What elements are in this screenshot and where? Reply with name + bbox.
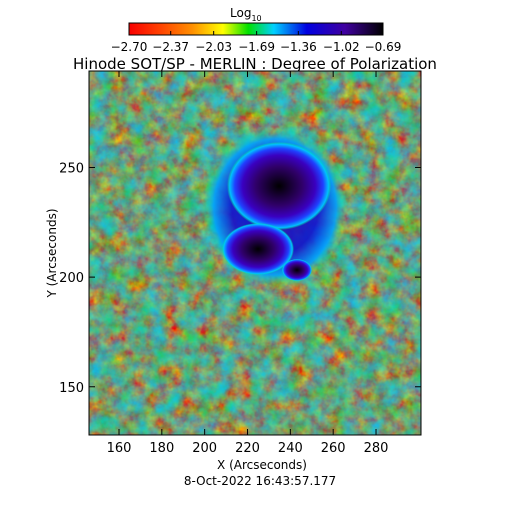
colorbar-tick-label: −2.37 (152, 40, 189, 54)
y-axis: 150 200 250 (59, 161, 421, 396)
y-tick-label: 250 (59, 161, 84, 176)
colorbar-tick-label: −2.70 (111, 40, 148, 54)
y-axis-label: Y (Arcseconds) (45, 208, 59, 298)
x-axis-label: X (Arcseconds) (217, 458, 307, 472)
y-tick-label: 150 (59, 381, 84, 396)
pore (282, 259, 312, 281)
colorbar-tick-label: −1.69 (238, 40, 275, 54)
timestamp: 8-Oct-2022 16:43:57.177 (184, 474, 336, 488)
colorbar (128, 22, 384, 36)
umbra-north (227, 142, 331, 230)
colorbar-title: Log10 (230, 6, 262, 23)
colorbar-tick-label: −1.02 (323, 40, 360, 54)
x-tick-label: 160 (107, 441, 132, 456)
chart-title: Hinode SOT/SP - MERLIN : Degree of Polar… (73, 55, 437, 73)
plot-frame (88, 70, 422, 436)
x-tick-label: 280 (364, 441, 389, 456)
colorbar-tick-label: −0.69 (365, 40, 402, 54)
colorbar-ticks: −2.70 −2.37 −2.03 −1.69 −1.36 −1.02 −0.69 (111, 31, 402, 54)
colorbar-tick-label: −2.03 (195, 40, 232, 54)
x-axis: 160 180 200 220 240 260 280 (107, 71, 389, 456)
y-tick-label: 200 (59, 271, 84, 286)
x-tick-label: 260 (321, 441, 346, 456)
x-tick-label: 240 (278, 441, 303, 456)
colorbar-tick-label: −1.36 (280, 40, 317, 54)
x-tick-label: 180 (149, 441, 174, 456)
x-tick-label: 200 (192, 441, 217, 456)
x-tick-label: 220 (235, 441, 260, 456)
heatmap-image (89, 71, 421, 435)
umbra-south (222, 223, 294, 275)
